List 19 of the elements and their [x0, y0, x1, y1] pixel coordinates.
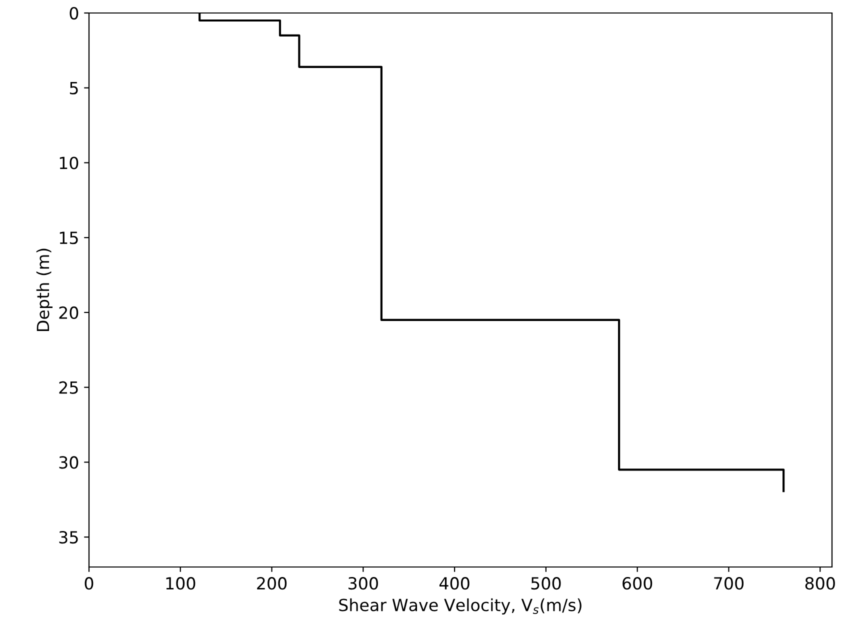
y-tick-label: 10	[60, 156, 78, 170]
x-tick-label: 300	[348, 577, 378, 590]
x-tick-label: 500	[531, 577, 561, 590]
y-tick-label: 5	[70, 82, 78, 94]
y-tick-label: 20	[59, 306, 78, 320]
x-tick-label: 700	[714, 577, 744, 590]
x-axis-title: Shear Wave Velocity, V$_{s}$(m/s)	[339, 598, 582, 615]
x-tick-label: 100	[166, 577, 196, 590]
x-tick-label: 0	[84, 577, 94, 590]
x-tick-label: 600	[622, 577, 652, 590]
y-tick-label: 15	[60, 232, 78, 244]
y-tick-label: 35	[59, 531, 78, 544]
x-tick-label: 800	[805, 577, 835, 590]
y-tick-label: 0	[70, 6, 78, 20]
y-axis-title: Depth (m)	[36, 248, 53, 332]
x-tick-label: 400	[439, 577, 470, 590]
x-tick-label: 200	[257, 577, 287, 590]
y-tick-label: 30	[59, 456, 78, 469]
y-tick-label: 25	[59, 381, 78, 394]
